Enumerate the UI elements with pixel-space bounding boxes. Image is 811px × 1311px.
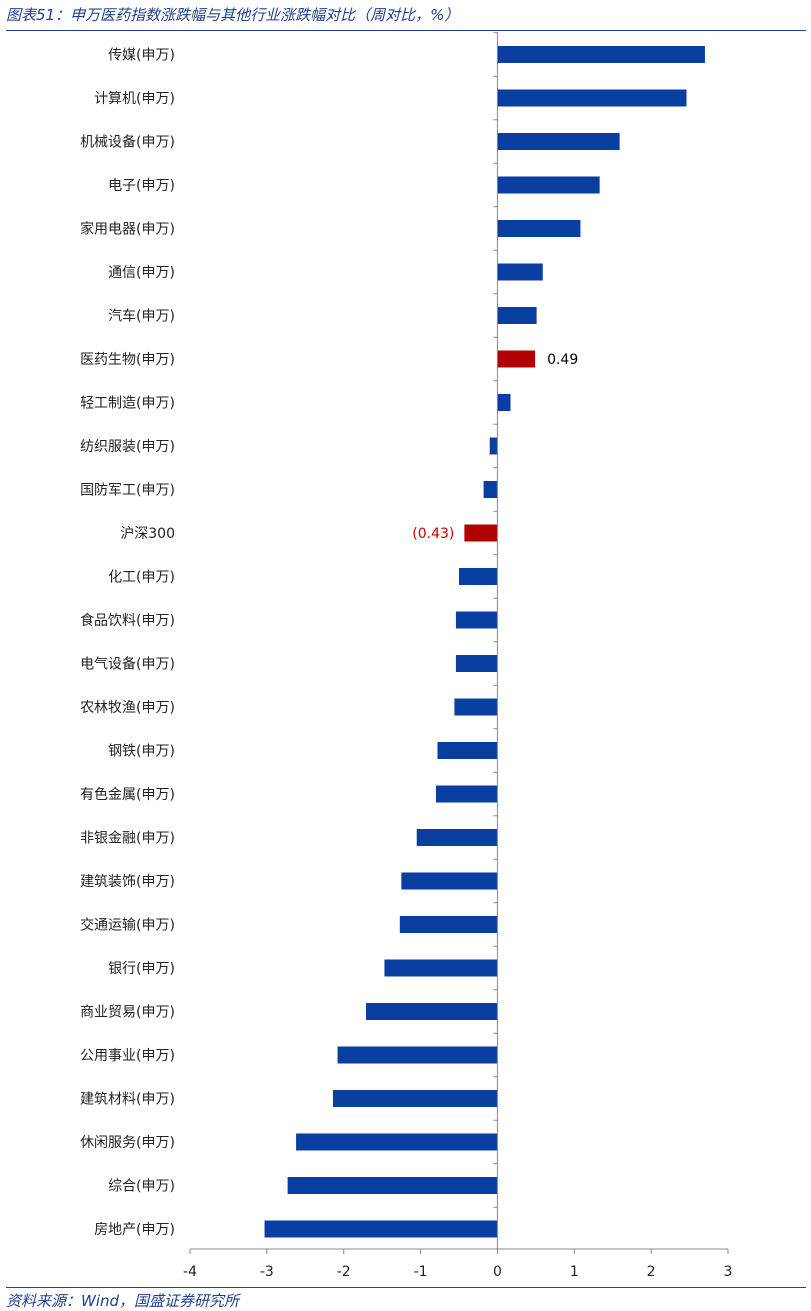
category-label: 有色金属(申万) [80,786,175,803]
category-label: 国防军工(申万) [80,483,175,499]
bar-沪深300 [464,524,498,542]
bar-有色金属申万 [435,785,498,803]
category-label: 农林牧渔(申万) [80,700,175,716]
category-label: 汽车(申万) [108,308,175,325]
x-tick-label: 0 [493,1264,502,1280]
axes: -4 -3 -2 -1 0 1 2 3 [183,32,732,1280]
category-label: 银行(申万) [108,961,175,977]
category-label: 钢铁(申万) [108,744,175,760]
category-label: 纺织服装(申万) [80,439,175,455]
bar-电气设备申万 [455,655,498,672]
bar-建筑装饰申万 [401,872,498,890]
category-label: 房地产(申万) [94,1222,175,1238]
bar-钢铁申万 [437,742,498,759]
bar-group [264,46,705,1238]
category-label: 机械设备(申万) [80,134,175,151]
category-label: 通信(申万) [108,265,175,281]
x-tick-label: 3 [724,1264,733,1280]
bar-食品饮料申万 [455,611,498,629]
bar-房地产申万 [264,1220,498,1238]
category-label: 建筑材料(申万) [80,1092,175,1108]
bar-公用事业申万 [337,1046,498,1064]
category-label: 医药生物(申万) [80,352,175,368]
category-label: 商业贸易(申万) [80,1005,175,1021]
category-label: 轻工制造(申万) [80,396,175,412]
x-tick-label: -2 [337,1264,351,1280]
footer-divider [6,1287,806,1288]
bar-电子申万 [497,176,600,194]
bar-休闲服务申万 [296,1133,498,1151]
category-label: 综合(申万) [108,1179,175,1195]
category-label: 建筑装饰(申万) [80,874,175,890]
x-tick-label: 2 [647,1264,656,1280]
category-label: 计算机(申万) [94,91,175,107]
bar-银行申万 [384,959,498,977]
bar-建筑材料申万 [332,1090,498,1107]
bar-化工申万 [459,568,498,585]
x-tick-label: -4 [183,1264,197,1280]
category-label: 沪深300 [120,526,175,542]
bar-国防军工申万 [483,481,498,498]
x-tick-label: 1 [570,1264,579,1280]
source-note: 资料来源：Wind，国盛证券研究所 [6,1292,240,1310]
bar-综合申万 [287,1177,498,1194]
category-label: 电子(申万) [108,178,175,194]
data-label: (0.43) [412,526,454,542]
bar-纺织服装申万 [489,437,498,455]
bar-计算机申万 [497,89,687,107]
bar-商业贸易申万 [366,1003,498,1020]
category-label: 传媒(申万) [108,48,175,64]
bar-通信申万 [497,263,543,281]
x-tick-label: -3 [260,1264,274,1280]
title-divider [6,30,806,31]
category-label: 电气设备(申万) [80,656,175,673]
category-label: 化工(申万) [108,570,175,586]
category-labels: 传媒(申万) 计算机(申万) 机械设备(申万) 电子(申万) 家用电器(申万) 通信(申万… [80,48,578,1239]
category-label: 家用电器(申万) [80,221,175,238]
bar-家用电器申万 [497,220,581,237]
bar-农林牧渔申万 [454,698,498,716]
bar-轻工制造申万 [497,394,511,411]
category-label: 非银金融(申万) [80,831,175,847]
bar-医药生物申万 [497,350,536,368]
data-label: 0.49 [547,352,578,368]
bar-非银金融申万 [416,829,498,846]
category-label: 交通运输(申万) [80,917,175,934]
category-label: 休闲服务(申万) [80,1135,175,1151]
chart-title: 图表51：申万医药指数涨跌幅与其他行业涨跌幅对比（周对比，%） [6,6,460,24]
x-tick-label: -1 [414,1264,428,1280]
bar-机械设备申万 [497,133,620,150]
bar-汽车申万 [497,307,537,324]
category-label: 食品饮料(申万) [80,612,175,629]
bar-交通运输申万 [399,916,498,933]
category-label: 公用事业(申万) [80,1048,175,1064]
bar-传媒申万 [497,46,705,63]
